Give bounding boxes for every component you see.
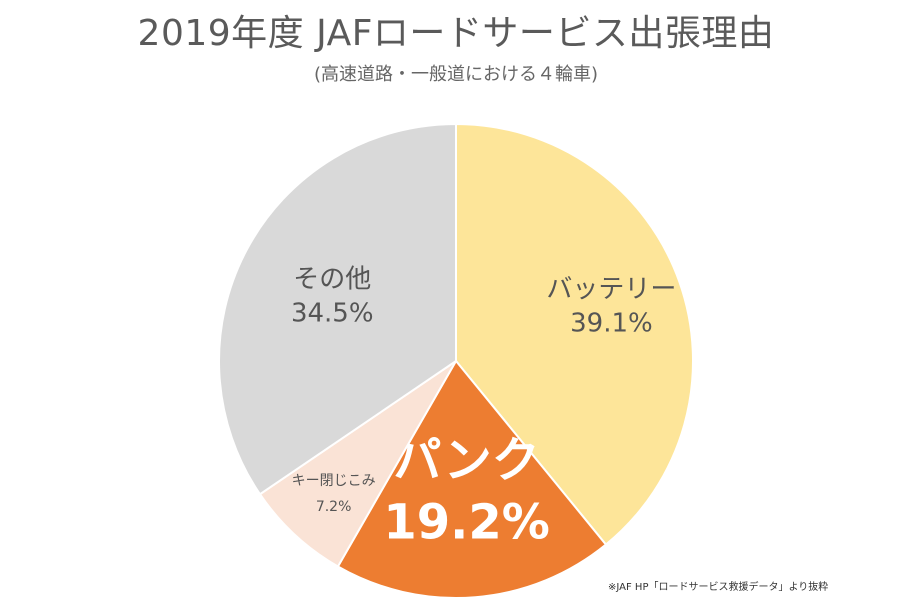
pie-slice-3 xyxy=(258,360,457,568)
slice-label-4: その他 xyxy=(293,265,371,295)
chart-subtitle: (高速道路・一般道における４輪車) xyxy=(313,64,599,85)
chart-title: 2019年度 JAFロードサービス出張理由 xyxy=(137,13,775,54)
pie-slice-1 xyxy=(455,122,694,546)
slice-label-1: バッテリー xyxy=(546,275,676,305)
slice-value-2: 19.2% xyxy=(383,494,550,550)
slice-value-1: 39.1% xyxy=(570,309,653,339)
slice-label-3: キー閉じこみ xyxy=(292,473,376,489)
pie-slice-4 xyxy=(218,122,457,496)
source-note: ※JAF HP「ロードサービス救援データ」より抜粋 xyxy=(608,582,829,593)
pie-slice-2 xyxy=(336,359,608,599)
slice-value-3: 7.2% xyxy=(316,499,352,515)
slice-label-2: パンク xyxy=(393,432,539,488)
slice-value-4: 34.5% xyxy=(291,299,374,329)
